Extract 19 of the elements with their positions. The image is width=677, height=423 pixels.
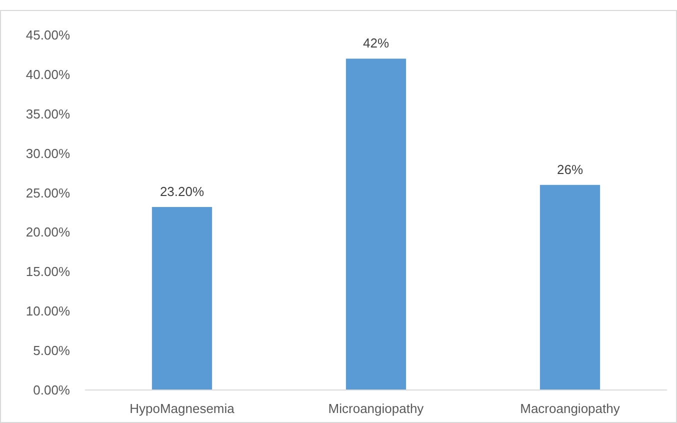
- x-tick-label: Microangiopathy: [328, 401, 424, 416]
- bar: [540, 184, 600, 390]
- data-label: 26%: [556, 162, 584, 177]
- data-label: 23.20%: [160, 184, 204, 199]
- y-tick-label: 5.00%: [33, 343, 70, 358]
- y-tick-label: 15.00%: [26, 264, 70, 280]
- y-tick-label: 35.00%: [26, 106, 70, 122]
- y-tick-label: 20.00%: [26, 224, 70, 240]
- bar: [152, 206, 212, 390]
- y-tick-label: 45.00%: [26, 28, 70, 42]
- y-tick-label: 40.00%: [26, 66, 70, 82]
- y-tick-label: 0.00%: [33, 382, 70, 398]
- y-tick-label: 10.00%: [26, 304, 70, 319]
- x-tick-label: HypoMagnesemia: [130, 401, 236, 416]
- data-label: 42%: [362, 36, 390, 51]
- bar: [346, 58, 406, 390]
- x-tick-label: Macroangiopathy: [520, 401, 620, 416]
- y-tick-label: 25.00%: [26, 185, 70, 200]
- y-tick-label: 30.00%: [26, 146, 70, 161]
